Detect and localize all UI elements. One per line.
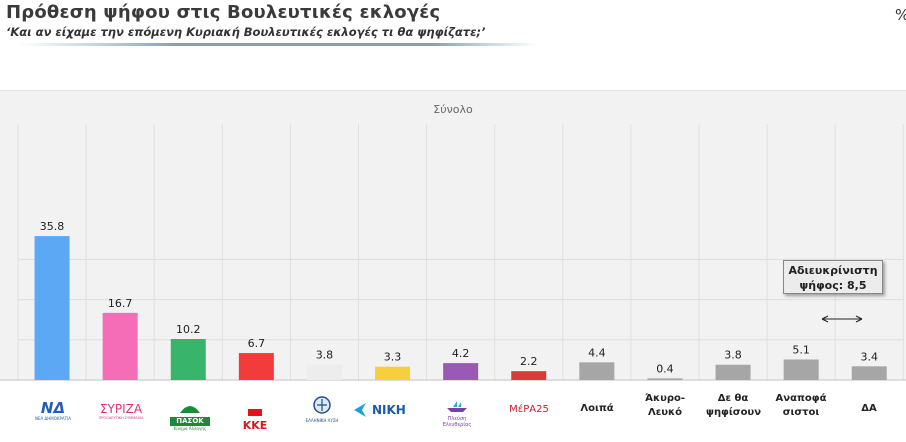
bar-value-label-9: 0.4 xyxy=(656,362,674,375)
bar-12 xyxy=(851,366,887,380)
elliniki-lysi-emblem-icon xyxy=(313,396,331,414)
niki-logo: ΝΙΚΗ xyxy=(352,401,414,423)
annotation-line-2: ψήφος: 8,5 xyxy=(799,279,867,292)
bar-value-label-12: 3.4 xyxy=(861,350,879,363)
bar-value-label-1: 16.7 xyxy=(108,297,133,310)
category-label-de-tha-line-2: ψηφίσουν xyxy=(706,407,761,418)
category-label-de-tha-line-1: Δε θα xyxy=(717,393,749,404)
niki-logo-text: ΝΙΚΗ xyxy=(372,403,406,417)
bar-11 xyxy=(783,359,819,380)
category-label-akyro: Άκυρο- Λευκό xyxy=(638,392,692,420)
nd-logo: ΝΔ ΝΕΑ ΔΗΜΟΚΡΑΤΙΑ xyxy=(28,400,78,421)
plefsi-logo: Πλεύση Ελευθερίας xyxy=(438,397,476,428)
annotation-arrow-left-head xyxy=(821,315,829,323)
bar-10 xyxy=(715,364,751,380)
bar-value-label-10: 3.8 xyxy=(724,349,742,362)
bar-8 xyxy=(579,362,615,380)
chart-panel xyxy=(0,90,906,379)
bar-value-label-3: 6.7 xyxy=(248,337,266,350)
category-label-akyro-line-2: Λευκό xyxy=(647,407,683,418)
bar-value-label-0: 35.8 xyxy=(40,220,65,233)
bar-0 xyxy=(34,236,70,380)
category-label-anapofasistoi-line-1: Αναποφά xyxy=(775,393,827,404)
syriza-logo-text: ΣΥΡΙΖΑ xyxy=(99,402,143,416)
bar-4 xyxy=(306,364,342,380)
bar-value-label-8: 4.4 xyxy=(588,346,606,359)
bar-value-label-4: 3.8 xyxy=(316,349,334,362)
pasok-logo-subtext: Κίνημα Αλλαγής xyxy=(173,426,207,431)
bar-value-label-11: 5.1 xyxy=(792,343,810,356)
unit-label: % xyxy=(895,6,906,24)
annotation-line-1: Αδιευκρίνιστη xyxy=(788,264,878,277)
bar-3 xyxy=(238,353,274,380)
bar-value-label-5: 3.3 xyxy=(384,351,402,364)
annotation-arrow-right-head xyxy=(855,315,863,323)
nd-logo-text: ΝΔ xyxy=(40,399,66,417)
kke-logo: ΚΚΕ xyxy=(240,401,270,432)
plefsi-logo-text: Πλεύση Ελευθερίας xyxy=(442,416,472,428)
syriza-logo-subtext: ΠΡΟΟΔΕΥΤΙΚΗ ΣΥΜΜΑΧΙΑ xyxy=(98,416,144,420)
category-label-da: ΔΑ xyxy=(842,402,896,416)
chart-title: Πρόθεση ψήφου στις Βουλευτικές εκλογές xyxy=(6,2,441,23)
bar-value-label-7: 2.2 xyxy=(520,355,538,368)
category-label-anapofasistoi: Αναποφά σιστοι xyxy=(772,392,830,420)
mera25-logo: ΜέΡΑ25 xyxy=(506,404,552,416)
bar-1 xyxy=(102,312,138,380)
bar-5 xyxy=(375,366,411,380)
chart-subtitle: ‘Και αν είχαμε την επόμενη Κυριακή Βουλε… xyxy=(6,25,486,39)
kke-logo-text: ΚΚΕ xyxy=(242,419,268,432)
category-label-de-tha: Δε θα ψηφίσουν xyxy=(706,392,761,420)
syriza-logo: ΣΥΡΙΖΑ ΠΡΟΟΔΕΥΤΙΚΗ ΣΥΜΜΑΧΙΑ xyxy=(90,402,152,420)
pasok-logo-text: ΠΑΣΟΚ xyxy=(170,417,210,426)
elliniki-lysi-logo: ΕΛΛΗΝΙΚΗ ΛΥΣΗ xyxy=(302,396,342,424)
category-label-loipa-text: Λοιπά xyxy=(580,403,614,414)
bar-9 xyxy=(647,378,683,380)
plefsi-boat-icon xyxy=(447,401,467,412)
bar-6 xyxy=(443,363,479,380)
niki-logo-mark xyxy=(354,403,366,417)
category-label-da-text: ΔΑ xyxy=(861,403,877,414)
kke-flag-icon xyxy=(248,409,262,416)
bar-value-label-2: 10.2 xyxy=(176,323,201,336)
category-label-anapofasistoi-line-2: σιστοι xyxy=(782,407,820,418)
mera25-logo-text: ΜέΡΑ25 xyxy=(509,404,549,415)
elliniki-lysi-logo-text: ΕΛΛΗΝΙΚΗ ΛΥΣΗ xyxy=(305,418,339,423)
pasok-sun-icon xyxy=(180,406,200,413)
bar-value-label-6: 4.2 xyxy=(452,347,470,360)
bar-7 xyxy=(511,371,547,380)
annotation-box: Αδιευκρίνιστη ψήφος: 8,5 xyxy=(783,260,883,294)
category-label-loipa: Λοιπά xyxy=(570,402,624,416)
pasok-logo: ΠΑΣΟΚ Κίνημα Αλλαγής xyxy=(170,398,210,431)
bar-2 xyxy=(170,338,206,380)
category-label-akyro-line-1: Άκυρο- xyxy=(644,393,685,404)
nd-logo-subtext: ΝΕΑ ΔΗΜΟΚΡΑΤΙΑ xyxy=(34,416,71,421)
title-underline xyxy=(18,43,538,46)
chart-panel-title: Σύνολο xyxy=(433,103,473,116)
